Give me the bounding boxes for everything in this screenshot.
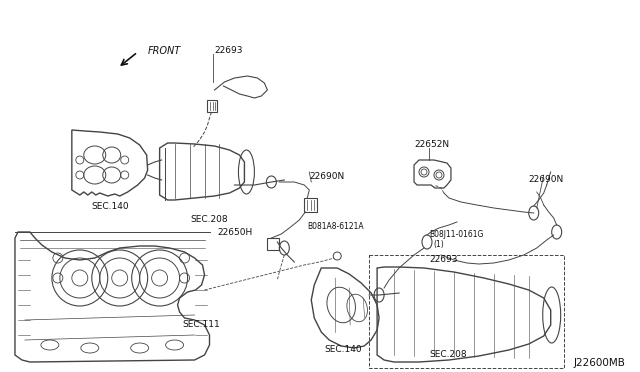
Text: SEC.208: SEC.208 [191,215,228,224]
Text: 22690N: 22690N [529,175,564,184]
Text: J22600MB: J22600MB [573,358,625,368]
Text: B08J11-0161G: B08J11-0161G [429,230,483,239]
Text: FRONT: FRONT [148,46,181,56]
Text: SEC.140: SEC.140 [92,202,129,211]
Text: SEC.111: SEC.111 [182,320,220,329]
Text: 22650H: 22650H [217,228,252,237]
Text: B081A8-6121A: B081A8-6121A [307,222,364,231]
Text: SEC.208: SEC.208 [429,350,467,359]
Text: 22690N: 22690N [309,172,344,181]
Text: 22693: 22693 [214,46,243,55]
Text: 22693: 22693 [429,255,458,264]
Text: 22652N: 22652N [414,140,449,149]
Text: SEC.140: SEC.140 [324,345,362,354]
Text: (1): (1) [433,240,444,249]
